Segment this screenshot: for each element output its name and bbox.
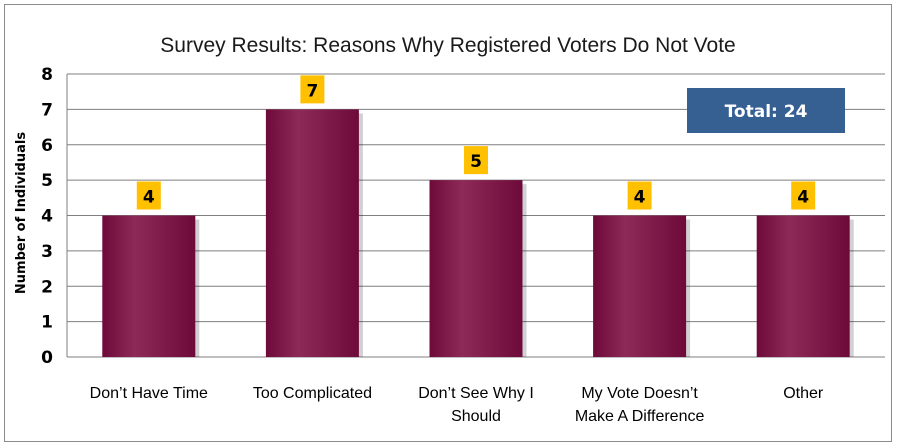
y-tick-label: 7 bbox=[41, 100, 53, 120]
x-tick-label: Make A Difference bbox=[575, 408, 705, 425]
bar bbox=[593, 215, 687, 357]
y-tick-label: 8 bbox=[41, 65, 53, 85]
y-axis-label: Number of Individuals bbox=[14, 132, 29, 294]
bar bbox=[265, 109, 359, 357]
total-annotation-text: Total: 24 bbox=[725, 102, 808, 122]
bar bbox=[756, 215, 850, 357]
total-annotation-box bbox=[687, 88, 845, 133]
data-label-background bbox=[627, 181, 652, 210]
y-tick-label: 6 bbox=[41, 136, 53, 156]
x-tick-label: Too Complicated bbox=[253, 385, 372, 402]
data-label: 5 bbox=[470, 152, 482, 172]
chart-title: Survey Results: Reasons Why Registered V… bbox=[160, 34, 735, 57]
data-label-background bbox=[136, 181, 161, 210]
data-label-background bbox=[464, 146, 488, 175]
bar bbox=[429, 180, 523, 357]
data-label: 4 bbox=[634, 188, 646, 208]
data-label-background bbox=[300, 75, 325, 104]
x-tick-label: Should bbox=[451, 408, 501, 425]
y-tick-label: 5 bbox=[41, 171, 53, 191]
data-label: 4 bbox=[143, 188, 155, 208]
x-tick-label: Other bbox=[783, 385, 824, 402]
bar bbox=[102, 215, 196, 357]
data-label: 4 bbox=[797, 188, 809, 208]
total-annotation: Total: 24 bbox=[687, 88, 845, 133]
x-tick-label: My Vote Doesn’t bbox=[581, 385, 698, 402]
y-tick-label: 1 bbox=[41, 313, 53, 333]
y-tick-label: 4 bbox=[41, 207, 53, 227]
y-tick-label: 2 bbox=[41, 277, 53, 297]
bar-chart: 0 1 2 3 4 5 6 7 8 4 Don’t Have Time 7 Too Complicate… bbox=[14, 34, 885, 425]
data-label-background bbox=[791, 181, 816, 210]
chart-frame: 0 1 2 3 4 5 6 7 8 4 Don’t Have Time 7 Too Complicate… bbox=[4, 4, 892, 442]
x-tick-label: Don’t See Why I bbox=[418, 385, 534, 402]
y-tick-label: 0 bbox=[41, 348, 53, 368]
data-label: 7 bbox=[306, 81, 318, 101]
x-tick-label: Don’t Have Time bbox=[90, 385, 208, 402]
y-tick-label: 3 bbox=[41, 242, 53, 262]
